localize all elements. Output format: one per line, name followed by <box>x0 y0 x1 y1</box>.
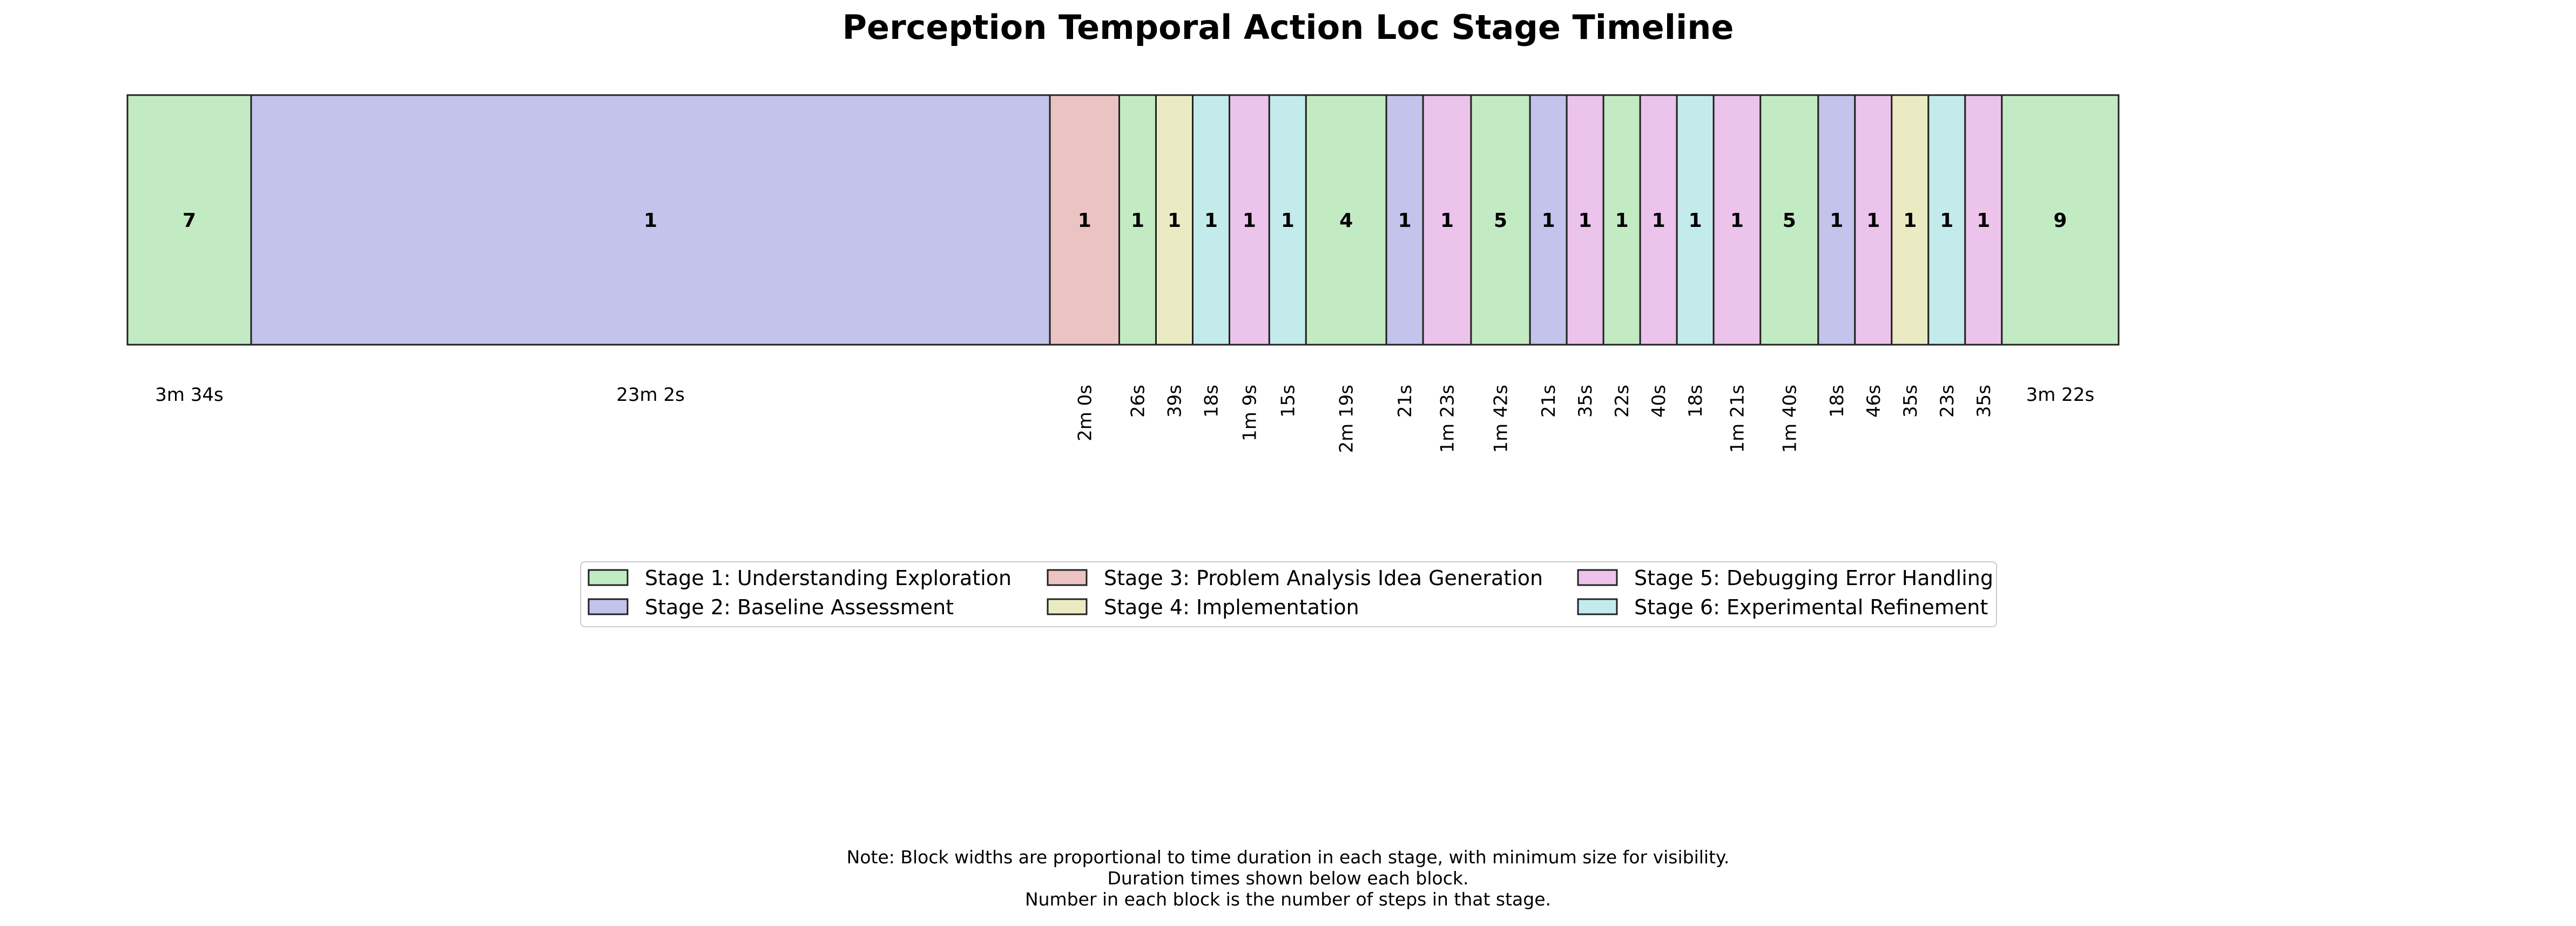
block-step-count: 1 <box>1730 210 1744 232</box>
timeline-block <box>1639 94 1678 346</box>
legend-swatch <box>588 598 629 615</box>
block-duration-label: 1m 21s <box>1727 385 1748 453</box>
block-duration-label: 1m 42s <box>1491 385 1512 453</box>
legend-label: Stage 6: Experimental Refinement <box>1634 595 1988 619</box>
legend-label: Stage 1: Understanding Exploration <box>645 566 1011 590</box>
legend-label: Stage 3: Problem Analysis Idea Generatio… <box>1104 566 1543 590</box>
block-step-count: 1 <box>1830 210 1843 232</box>
block-duration-label: 3m 22s <box>2026 384 2095 406</box>
block-duration-label: 46s <box>1863 385 1885 418</box>
block-duration-label: 22s <box>1611 385 1633 418</box>
block-duration-label: 2m 0s <box>1074 385 1096 441</box>
timeline-blocks: 7 1 1 1 1 1 1 1 4 1 1 5 1 1 1 1 1 1 5 1 1 1 1 1 9 <box>126 94 2120 346</box>
timeline-block <box>1566 94 1604 346</box>
block-step-count: 1 <box>1689 210 1702 232</box>
note-line-3: Number in each block is the number of st… <box>1025 889 1551 910</box>
block-step-count: 4 <box>1339 210 1353 232</box>
timeline-block <box>1268 94 1307 346</box>
block-duration-label: 18s <box>1201 385 1223 418</box>
block-step-count: 1 <box>1940 210 1953 232</box>
block-step-count: 1 <box>1903 210 1917 232</box>
timeline-block <box>1712 94 1762 346</box>
block-duration-label: 1m 40s <box>1779 385 1800 453</box>
duration-labels: 3m 34s 23m 2s 2m 0s 26s 39s 18s 1m 9s 15s 2m 19s… <box>155 384 2094 453</box>
block-step-count: 1 <box>1977 210 1990 232</box>
block-duration-label: 2m 19s <box>1336 385 1358 453</box>
block-duration-label: 23m 2s <box>616 384 685 406</box>
block-step-count: 5 <box>1783 210 1796 232</box>
block-duration-label: 21s <box>1394 385 1416 418</box>
timeline-block <box>1759 94 1819 346</box>
block-step-count: 1 <box>1652 210 1665 232</box>
block-duration-label: 3m 34s <box>155 384 224 406</box>
block-step-count: 1 <box>1204 210 1218 232</box>
block-duration-label: 40s <box>1648 385 1670 418</box>
legend: Stage 1: Understanding Exploration Stage … <box>580 561 1997 627</box>
block-step-count: 1 <box>1131 210 1144 232</box>
note-line-1: Note: Block widths are proportional to t… <box>847 847 1730 868</box>
legend-swatch <box>1577 569 1618 586</box>
timeline-block <box>1155 94 1194 346</box>
timeline-block <box>1529 94 1568 346</box>
legend-swatch <box>1577 598 1618 615</box>
timeline-block <box>1470 94 1531 346</box>
timeline-block <box>1854 94 1893 346</box>
legend-label: Stage 4: Implementation <box>1104 595 1359 619</box>
block-step-count: 5 <box>1494 210 1507 232</box>
block-duration-label: 39s <box>1164 385 1186 418</box>
legend-swatch <box>1047 569 1088 586</box>
block-step-count: 1 <box>1615 210 1629 232</box>
block-step-count: 1 <box>1542 210 1555 232</box>
block-step-count: 1 <box>1078 210 1091 232</box>
timeline-block <box>1192 94 1231 346</box>
timeline-block <box>1817 94 1856 346</box>
block-step-count: 1 <box>1579 210 1592 232</box>
block-step-count: 9 <box>2053 210 2067 232</box>
legend-swatch <box>588 569 629 586</box>
block-step-count: 1 <box>1440 210 1454 232</box>
legend-label: Stage 5: Debugging Error Handling <box>1634 566 1993 590</box>
block-duration-label: 35s <box>1900 385 1921 418</box>
block-duration-label: 18s <box>1826 385 1848 418</box>
timeline-block <box>1049 94 1121 346</box>
note-line-2: Duration times shown below each block. <box>1108 868 1469 889</box>
block-duration-label: 21s <box>1538 385 1560 418</box>
block-duration-label: 1m 9s <box>1239 385 1260 441</box>
timeline-block <box>1229 94 1270 346</box>
block-duration-label: 15s <box>1277 385 1299 418</box>
block-step-count: 1 <box>1866 210 1880 232</box>
legend-swatch <box>1047 598 1088 615</box>
legend-frame <box>580 561 1997 627</box>
block-duration-label: 1m 23s <box>1437 385 1459 453</box>
block-step-count: 1 <box>644 210 657 232</box>
block-step-count: 7 <box>183 210 196 232</box>
chart-notes: Note: Block widths are proportional to t… <box>847 847 1730 910</box>
timeline-block <box>126 94 252 346</box>
block-duration-label: 35s <box>1575 385 1596 418</box>
block-step-count: 1 <box>1281 210 1294 232</box>
timeline-block <box>1927 94 1966 346</box>
timeline-block <box>1676 94 1715 346</box>
chart-title: Perception Temporal Action Loc Stage Tim… <box>842 8 1734 47</box>
legend-label: Stage 2: Baseline Assessment <box>645 595 954 619</box>
block-duration-label: 26s <box>1128 385 1149 418</box>
block-step-count: 1 <box>1168 210 1181 232</box>
block-duration-label: 23s <box>1937 385 1958 418</box>
block-step-count: 1 <box>1398 210 1412 232</box>
timeline-block <box>1385 94 1424 346</box>
block-duration-label: 18s <box>1685 385 1707 418</box>
block-duration-label: 35s <box>1973 385 1995 418</box>
timeline-block <box>1305 94 1387 346</box>
timeline-block <box>250 94 1051 346</box>
block-step-count: 1 <box>1243 210 1256 232</box>
timeline-block <box>1891 94 1930 346</box>
timeline-block <box>2001 94 2120 346</box>
